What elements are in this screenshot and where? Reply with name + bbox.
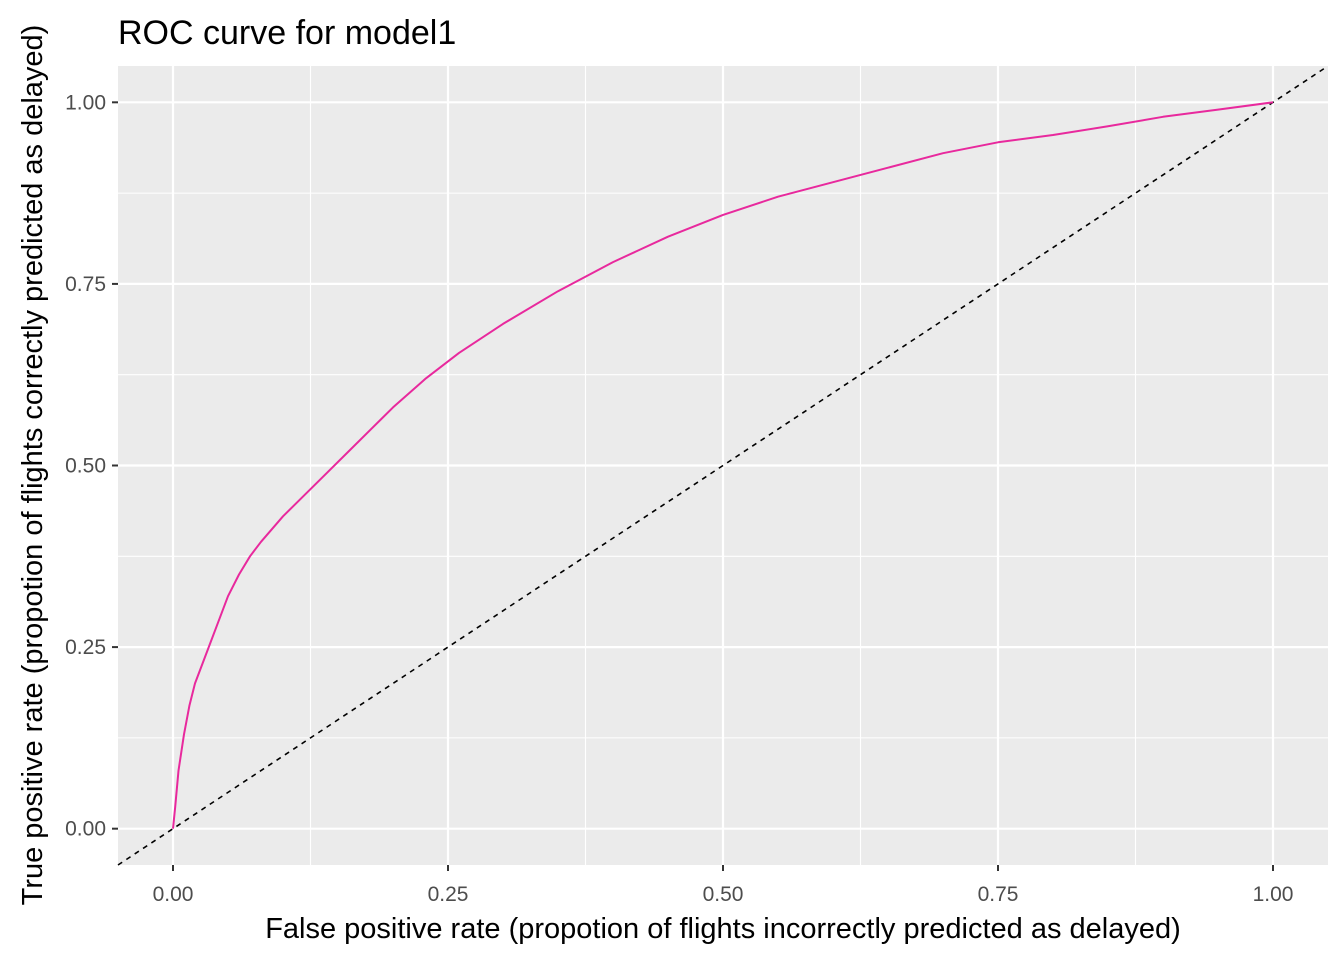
y-axis-title: True positive rate (propotion of flights… — [17, 25, 49, 906]
y-tick-label: 0.75 — [65, 273, 106, 296]
y-tick-label: 0.50 — [65, 455, 106, 478]
y-tick-label: 0.25 — [65, 636, 106, 659]
x-tick-label: 0.25 — [428, 883, 469, 906]
x-tick-label: 0.50 — [703, 883, 744, 906]
x-tick-label: 0.00 — [153, 883, 194, 906]
y-tick-label: 1.00 — [65, 91, 106, 114]
roc-curve-line — [172, 101, 1274, 829]
x-tick-label: 1.00 — [1253, 883, 1294, 906]
y-tick-label: 0.00 — [65, 818, 106, 841]
major-gridlines — [118, 66, 1328, 865]
x-axis-title: False positive rate (propotion of flight… — [265, 913, 1181, 945]
chart-title: ROC curve for model1 — [118, 14, 456, 52]
reference-diagonal-line — [117, 65, 1329, 866]
axis-ticks — [112, 101, 1274, 871]
x-tick-label: 0.75 — [978, 883, 1019, 906]
x-tick-labels: 0.00 0.25 0.50 0.75 1.00 — [153, 883, 1294, 906]
y-tick-labels: 0.00 0.25 0.50 0.75 1.00 — [65, 91, 106, 840]
